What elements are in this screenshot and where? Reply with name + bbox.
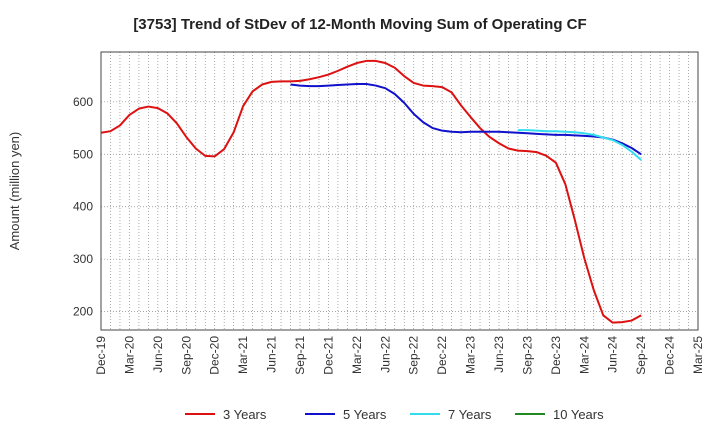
x-tick-label: Mar-20 <box>122 336 136 374</box>
y-axis-label: Amount (million yen) <box>7 132 22 251</box>
x-axis-ticks: Dec-19 Mar-20 Jun-20 Sep-20 Dec-20 Mar-21 Jun-… <box>94 336 705 375</box>
x-tick-label: Dec-19 <box>94 336 108 375</box>
x-tick-label: Jun-23 <box>492 336 506 373</box>
y-tick-label: 400 <box>73 200 93 214</box>
y-tick-label: 500 <box>73 147 93 161</box>
series-line-7-years <box>517 129 642 161</box>
x-tick-label: Sep-23 <box>520 336 534 375</box>
x-tick-label: Mar-22 <box>350 336 364 374</box>
x-tick-label: Dec-20 <box>208 336 222 375</box>
x-tick-label: Sep-21 <box>293 336 307 375</box>
x-tick-label: Mar-24 <box>577 336 591 374</box>
x-tick-label: Sep-22 <box>407 336 421 375</box>
chart-title: [3753] Trend of StDev of 12-Month Moving… <box>133 16 586 33</box>
legend-label: 3 Years <box>223 407 267 422</box>
x-tick-label: Sep-20 <box>179 336 193 375</box>
x-tick-label: Dec-23 <box>549 336 563 375</box>
y-tick-label: 600 <box>73 95 93 109</box>
x-tick-label: Mar-23 <box>464 336 478 374</box>
x-tick-label: Jun-20 <box>151 336 165 373</box>
x-tick-label: Sep-24 <box>634 336 648 375</box>
y-tick-label: 300 <box>73 252 93 266</box>
legend-label: 5 Years <box>343 407 387 422</box>
y-tick-label: 200 <box>73 305 93 319</box>
series-lines <box>100 59 642 324</box>
plot-area-frame <box>100 51 699 331</box>
x-tick-label: Jun-21 <box>265 336 279 373</box>
x-tick-label: Dec-21 <box>321 336 335 375</box>
grid <box>100 52 699 330</box>
legend-label: 10 Years <box>553 407 604 422</box>
x-tick-label: Jun-22 <box>378 336 392 373</box>
series-line-5-years <box>290 83 642 156</box>
x-tick-label: Mar-25 <box>691 336 705 374</box>
x-tick-label: Jun-24 <box>606 336 620 373</box>
y-axis-ticks: 200 300 400 500 600 <box>73 95 93 319</box>
legend: 3 Years 5 Years 7 Years 10 Years <box>185 407 604 422</box>
series-line-3-years <box>100 59 642 324</box>
x-tick-label: Dec-24 <box>663 336 677 375</box>
legend-label: 7 Years <box>448 407 492 422</box>
x-tick-label: Mar-21 <box>236 336 250 374</box>
x-tick-label: Dec-22 <box>435 336 449 375</box>
